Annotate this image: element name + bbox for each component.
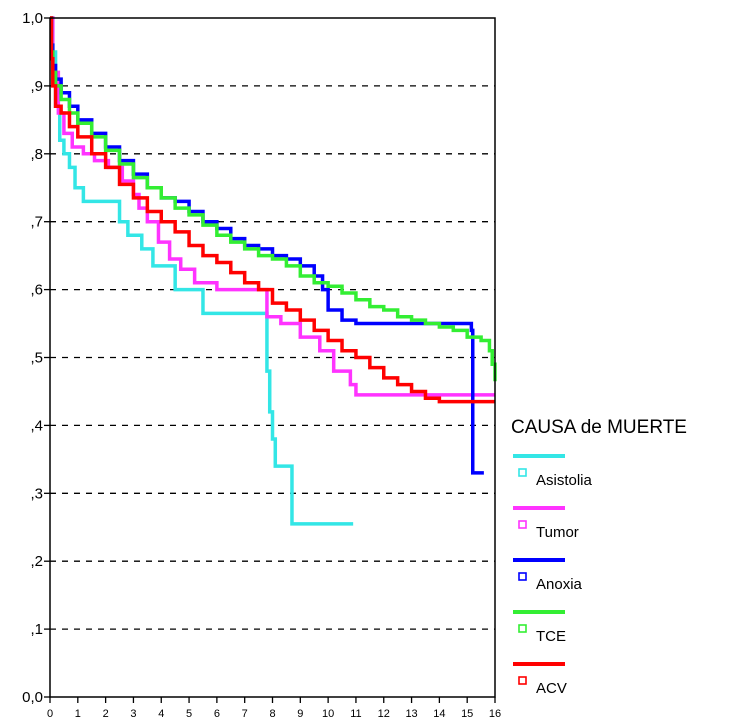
y-tick-label: 1,0 [22,10,43,27]
series-line-tce [49,16,497,382]
series-line-acv [49,16,495,404]
legend-label-tumor: Tumor [536,524,579,541]
y-tick-label: ,2 [30,553,43,570]
legend-label-acv: ACV [536,680,567,697]
series-line-asistolia [50,16,354,526]
plot-frame [49,17,496,698]
y-tick-label: ,7 [30,214,43,231]
series-lines [49,16,497,526]
x-tick-label: 11 [350,708,361,720]
legend-label-asistolia: Asistolia [536,472,593,489]
y-tick-label: ,9 [30,78,43,95]
x-tick-label: 4 [158,708,164,720]
legend: CAUSA de MUERTE Asistolia Tumor Anoxia TCE A… [511,417,687,697]
y-tick-label: 0,0 [22,689,43,706]
legend-marker-tumor [518,520,527,529]
legend-marker-acv [518,676,527,685]
x-tick-label: 3 [130,708,136,720]
legend-label-tce: TCE [536,628,566,645]
x-tick-label: 10 [322,708,334,720]
x-tick-label: 13 [405,708,417,720]
legend-label-anoxia: Anoxia [536,576,583,593]
x-tick-label: 8 [269,708,275,720]
y-tick-label: ,3 [30,485,43,502]
x-tick-label: 16 [489,708,501,720]
legend-title: CAUSA de MUERTE [511,417,687,438]
x-tick-label: 6 [214,708,220,720]
x-tick-label: 12 [378,708,390,720]
y-tick-label: ,8 [30,146,43,163]
legend-marker-asistolia [518,468,527,477]
x-tick-label: 1 [75,708,81,720]
x-tick-label: 14 [433,708,445,720]
y-tick-label: ,5 [30,350,43,367]
y-tick-label: ,1 [30,621,43,638]
x-tick-label: 7 [242,708,248,720]
y-tick-label: ,4 [30,417,43,434]
legend-marker-anoxia [518,572,527,581]
y-axis: 0,0 ,1 ,2 ,3 ,4 ,5 ,6 ,7 ,8 ,9 1,0 [22,10,50,706]
x-tick-label: 5 [186,708,192,720]
x-tick-label: 9 [297,708,303,720]
legend-marker-tce [518,624,527,633]
x-tick-label: 2 [103,708,109,720]
x-tick-label: 0 [47,708,53,720]
series-line-tumor [50,16,495,397]
y-tick-label: ,6 [30,282,43,299]
x-axis: 0 1 2 3 4 5 6 7 8 9 10 11 12 13 14 15 16 [47,697,501,720]
x-tick-label: 15 [461,708,473,720]
